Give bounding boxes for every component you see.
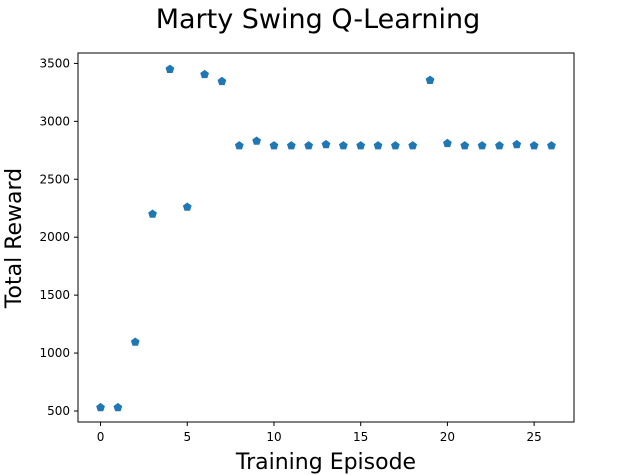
data-point: [512, 139, 522, 149]
data-point: [217, 76, 227, 86]
data-point: [495, 141, 504, 150]
data-point: [269, 141, 279, 150]
data-point: [529, 141, 539, 150]
data-point: [182, 202, 192, 211]
chart-title: Marty Swing Q-Learning: [156, 4, 481, 35]
y-tick-label: 500: [47, 404, 70, 418]
data-point: [425, 75, 435, 84]
data-point: [148, 209, 157, 218]
y-tick-label: 2500: [39, 172, 70, 186]
data-point: [200, 69, 209, 79]
x-tick-label: 15: [353, 430, 368, 444]
data-point: [304, 141, 314, 150]
data-point: [408, 141, 418, 150]
data-point: [477, 141, 487, 150]
data-point: [373, 141, 383, 150]
y-axis-label: Total Reward: [2, 168, 27, 309]
data-point: [165, 64, 175, 73]
y-tick-label: 3500: [39, 56, 70, 70]
data-point: [338, 141, 348, 150]
x-axis-label: Training Episode: [235, 450, 416, 475]
data-point: [96, 402, 105, 412]
data-point: [443, 138, 452, 148]
x-tick-label: 5: [183, 430, 191, 444]
data-point: [234, 141, 244, 150]
y-tick-label: 2000: [39, 230, 70, 244]
data-point: [321, 139, 331, 149]
data-point: [113, 402, 123, 412]
data-point: [286, 141, 296, 150]
data-point: [460, 141, 470, 150]
data-point: [252, 136, 261, 145]
x-tick-label: 25: [526, 430, 541, 444]
data-point: [130, 337, 140, 346]
x-tick-label: 20: [440, 430, 455, 444]
x-tick-label: 10: [266, 430, 281, 444]
plot-area: 0 5 10 15 20 25 500 1000 1500 2000 2500 3000 3500: [39, 52, 575, 444]
y-tick-label: 3000: [39, 114, 70, 128]
y-tick-label: 1000: [39, 346, 70, 360]
data-point: [547, 141, 556, 150]
x-tick-label: 0: [97, 430, 105, 444]
y-tick-label: 1500: [39, 288, 70, 302]
data-point: [391, 141, 400, 150]
data-point: [356, 141, 366, 150]
